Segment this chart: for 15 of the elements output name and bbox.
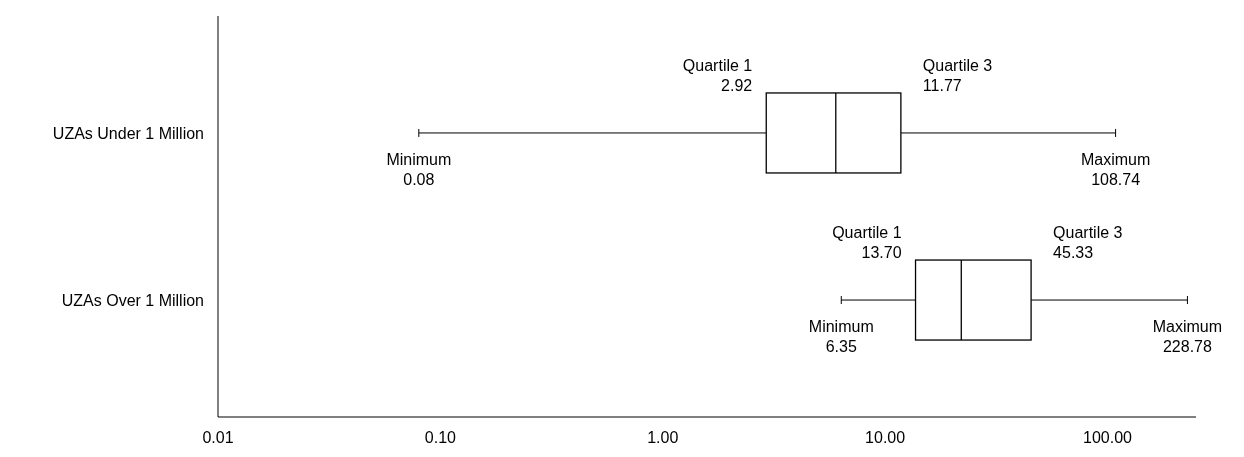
- annotation: Quartile 1 13.70: [832, 224, 902, 262]
- annotation: Maximum 108.74: [1080, 150, 1151, 188]
- annotation: Maximum 228.78: [1152, 318, 1223, 356]
- annotation: Minimum 6.35: [808, 318, 874, 356]
- x-tick-label: 100.00: [1083, 429, 1133, 446]
- y-tick-label: UZAs Under 1 Million: [52, 124, 204, 142]
- x-tick-label: 10.00: [865, 429, 906, 446]
- annotation: Quartile 3 11.77: [922, 56, 993, 94]
- annotation: Quartile 3 45.33: [1053, 224, 1123, 262]
- x-tick-label: 0.01: [202, 429, 234, 446]
- x-tick-label: 1.00: [647, 429, 679, 446]
- annotation: Minimum 0.08: [386, 150, 452, 188]
- annotation: Quartile 1 2.92: [682, 56, 753, 94]
- y-tick-label: UZAs Over 1 Million: [61, 292, 204, 310]
- x-tick-label: 0.10: [424, 429, 457, 446]
